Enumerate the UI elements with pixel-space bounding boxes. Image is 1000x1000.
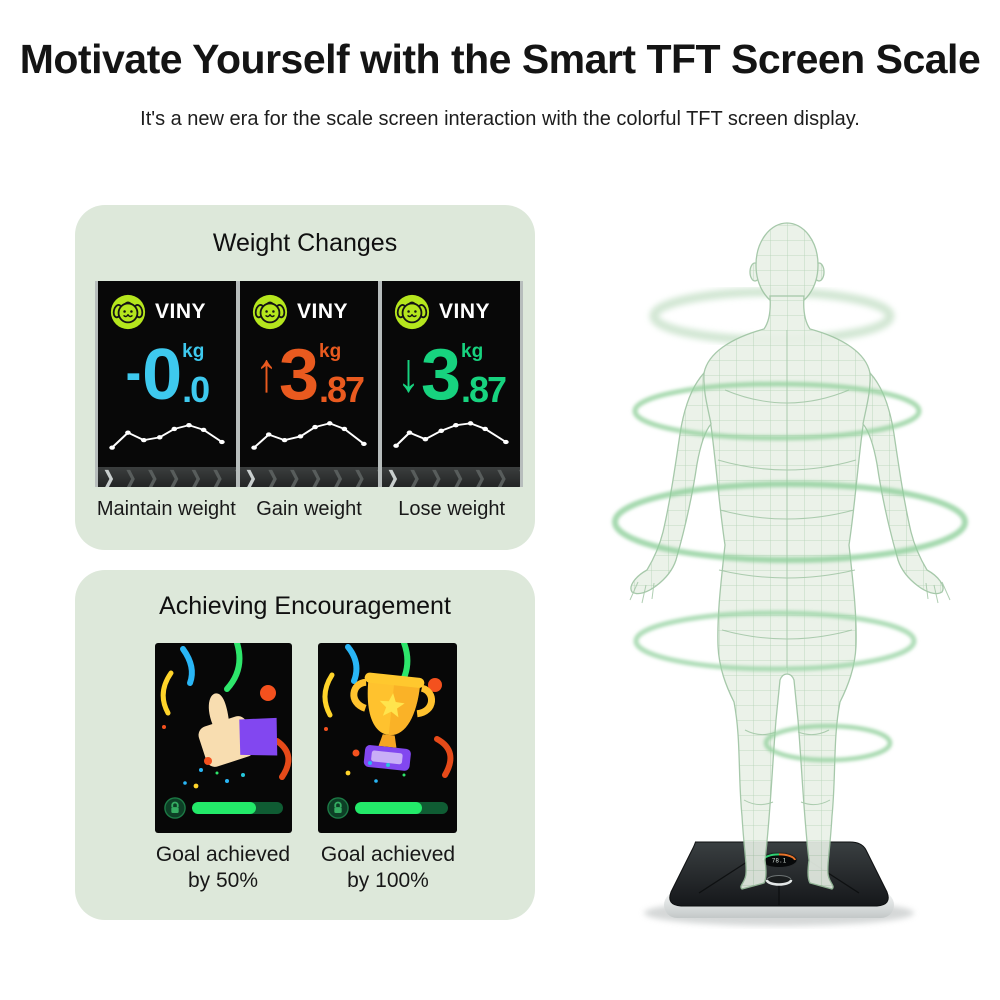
body-scan-illustration: 78.1 <box>612 222 968 926</box>
caption-goal-50: Goal achieved by 50% <box>155 843 291 893</box>
weight-value: ↓ 3 kg .87 <box>382 335 520 415</box>
lock-icon <box>164 797 186 819</box>
achievement-panel: Achieving Encouragement <box>75 570 535 920</box>
scan-ring <box>633 610 917 672</box>
dog-avatar-icon <box>252 294 288 330</box>
brand-name: VINY <box>297 300 349 323</box>
weight-captions: Maintain weight Gain weight Lose weight <box>95 498 523 521</box>
progress-fill <box>192 802 256 814</box>
brand-name: VINY <box>155 300 207 323</box>
progress-fill <box>355 802 422 814</box>
weight-trend-sparkline <box>251 421 367 450</box>
weight-decimal: .87 <box>319 369 365 410</box>
scale-screen-gain: VINY ↑ 3 kg .87 ❯❯❯❯❯❯❯ <box>240 281 378 487</box>
smart-scale: 78.1 <box>669 841 889 907</box>
up-arrow-icon: ↑ <box>254 340 278 404</box>
scan-rings <box>612 381 968 763</box>
caption-gain-weight: Gain weight <box>256 498 362 520</box>
weight-integer: 3 <box>278 335 319 415</box>
dog-avatar-icon <box>394 294 430 330</box>
progress-bar <box>355 802 448 814</box>
weight-changes-panel: Weight Changes <box>75 205 535 550</box>
weight-value: ↑ 3 kg .87 <box>240 335 378 415</box>
trophy-illustration <box>322 643 454 783</box>
scale-screen-maintain: VINY - 0 kg .0 ❯❯❯❯❯❯❯ <box>98 281 236 487</box>
screen-goal-100 <box>318 643 457 833</box>
achievement-title: Achieving Encouragement <box>159 592 451 620</box>
progress-row <box>327 797 448 819</box>
chevron-strip: ❯❯❯❯❯❯❯ <box>240 467 378 487</box>
weight-decimal: .87 <box>461 369 507 410</box>
weight-screens-row: VINY - 0 kg .0 ❯❯❯❯❯❯❯ <box>95 281 523 487</box>
page-subtitle: It's a new era for the scale screen inte… <box>140 108 860 130</box>
caption-lose-weight: Lose weight <box>398 498 506 520</box>
chevron-strip: ❯❯❯❯❯❯❯ <box>98 467 236 487</box>
lock-icon <box>327 797 349 819</box>
wireframe-body <box>629 222 951 890</box>
brand-name: VINY <box>439 300 491 323</box>
dog-avatar-icon <box>110 294 146 330</box>
down-arrow-icon: ↓ <box>396 340 420 404</box>
scale-screen-lose: VINY ↓ 3 kg .87 ❯❯❯❯❯❯❯ <box>382 281 520 487</box>
weight-integer: 0 <box>142 335 182 415</box>
progress-row <box>164 797 283 819</box>
minus-sign: - <box>125 340 142 404</box>
scan-ring <box>612 481 968 563</box>
weight-integer: 3 <box>420 335 461 415</box>
weight-value: - 0 kg .0 <box>98 335 236 415</box>
thumbs-up-illustration <box>160 643 292 789</box>
scan-ring <box>763 723 893 763</box>
brand-row: VINY <box>110 294 236 330</box>
brand-row: VINY <box>252 294 378 330</box>
scan-ring <box>632 381 922 441</box>
weight-decimal: .0 <box>182 369 210 410</box>
caption-goal-100: Goal achieved by 100% <box>320 843 456 893</box>
weight-unit: kg <box>319 341 342 362</box>
weight-trend-sparkline <box>393 421 509 449</box>
brand-row: VINY <box>394 294 520 330</box>
progress-bar <box>192 802 283 814</box>
weight-unit: kg <box>182 341 205 362</box>
page-title: Motivate Yourself with the Smart TFT Scr… <box>19 36 981 82</box>
chevron-strip: ❯❯❯❯❯❯❯ <box>382 467 520 487</box>
weight-trend-sparkline <box>109 423 225 450</box>
weight-changes-title: Weight Changes <box>212 229 398 257</box>
caption-maintain-weight: Maintain weight <box>96 498 236 520</box>
screen-goal-50 <box>155 643 292 833</box>
scale-display-value: 78.1 <box>772 858 787 865</box>
weight-unit: kg <box>461 341 484 362</box>
